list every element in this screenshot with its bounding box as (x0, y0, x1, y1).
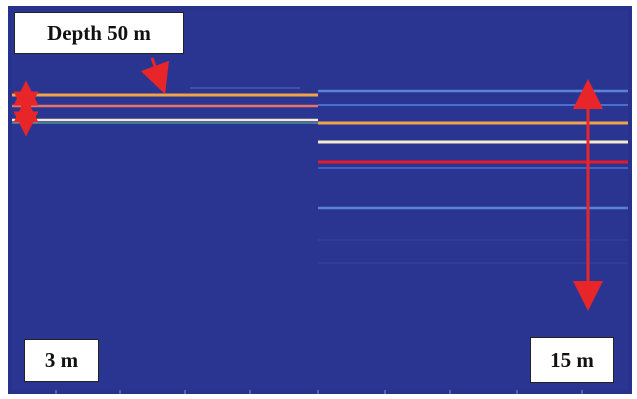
plot-area (12, 10, 628, 390)
left-spacing-label: 3 m (24, 339, 99, 382)
depth-label: Depth 50 m (14, 12, 184, 54)
bottom-ticks (55, 390, 583, 394)
left-stripes (12, 93, 318, 124)
right-spacing-label: 15 m (530, 337, 614, 383)
pointer-arrow-icon (140, 57, 169, 95)
